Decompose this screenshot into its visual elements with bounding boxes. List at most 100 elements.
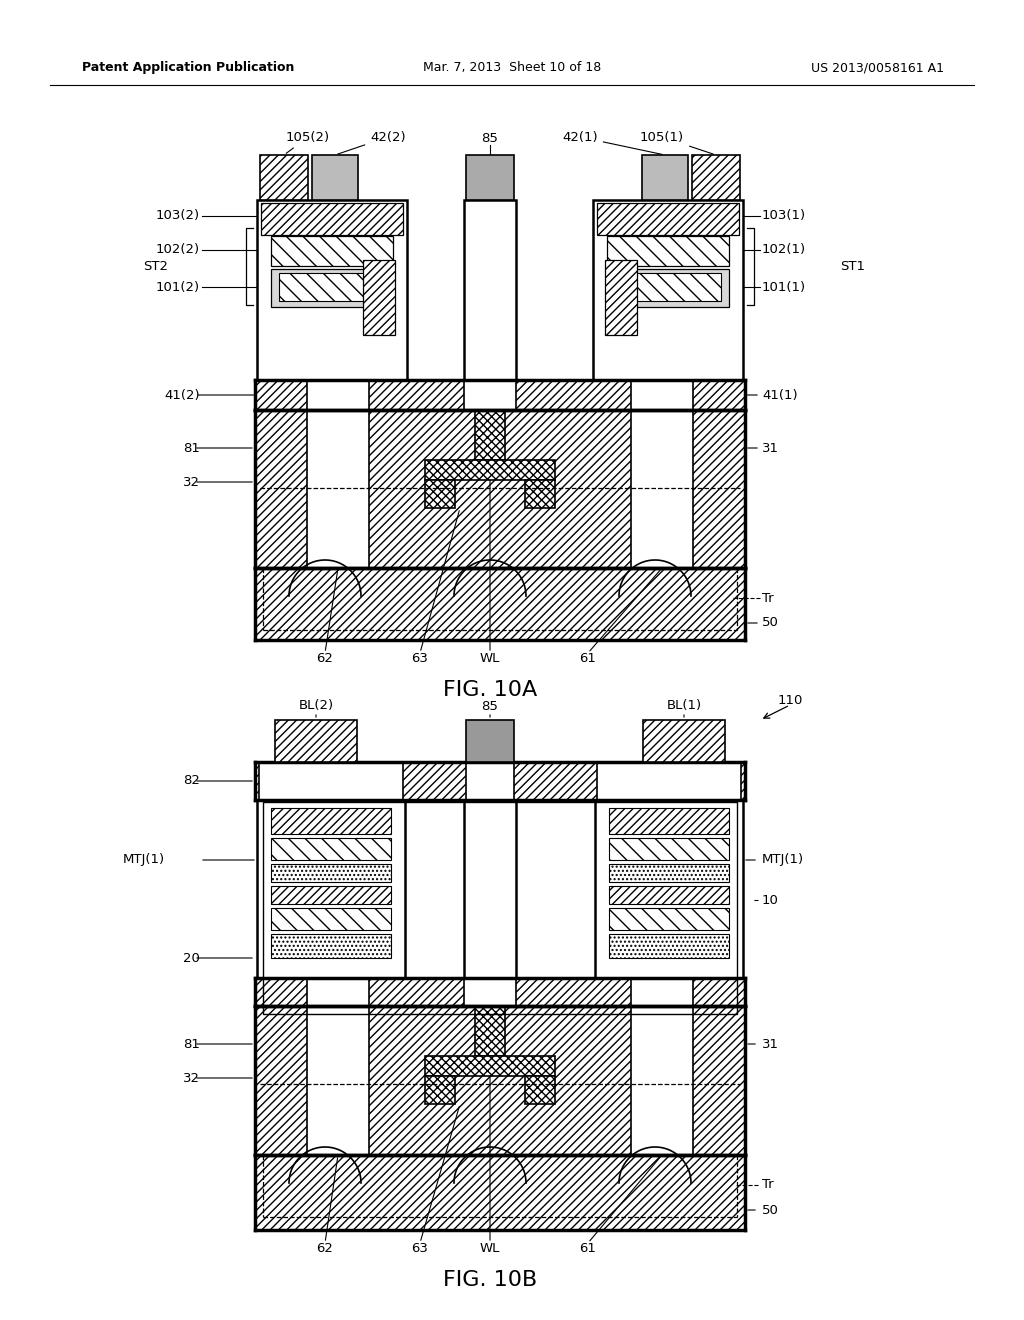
Bar — [475, 1006, 505, 1056]
Bar — [255, 380, 745, 411]
Text: 81: 81 — [183, 441, 200, 454]
Text: 82: 82 — [183, 775, 200, 788]
Bar — [257, 800, 406, 978]
Bar — [425, 1076, 455, 1104]
Text: 62: 62 — [316, 652, 334, 664]
Text: 41(2): 41(2) — [165, 388, 200, 401]
Bar — [255, 1006, 745, 1155]
Text: 61: 61 — [580, 1242, 596, 1254]
Bar — [631, 978, 693, 1006]
Bar — [464, 800, 516, 978]
Text: 41(1): 41(1) — [762, 388, 798, 401]
Bar — [255, 762, 745, 800]
Text: 103(1): 103(1) — [762, 210, 806, 223]
Bar — [525, 480, 555, 508]
Bar — [271, 236, 393, 267]
Text: ST2: ST2 — [143, 260, 168, 272]
Text: MTJ(1): MTJ(1) — [123, 854, 165, 866]
Bar — [307, 1006, 369, 1155]
Bar — [425, 480, 455, 508]
Bar — [260, 154, 308, 201]
Text: 81: 81 — [183, 1038, 200, 1051]
Text: MTJ(1): MTJ(1) — [762, 854, 804, 866]
Bar — [464, 380, 516, 411]
Bar — [425, 459, 555, 480]
Bar — [307, 411, 369, 568]
Text: 31: 31 — [762, 441, 779, 454]
Text: WL: WL — [480, 652, 500, 664]
Bar — [259, 762, 403, 800]
Text: 102(1): 102(1) — [762, 243, 806, 256]
Bar — [271, 886, 391, 904]
Bar — [609, 865, 729, 882]
Text: 50: 50 — [762, 616, 779, 630]
Bar — [525, 1076, 555, 1104]
Bar — [615, 273, 721, 301]
Text: FIG. 10B: FIG. 10B — [442, 1270, 538, 1290]
Text: Mar. 7, 2013  Sheet 10 of 18: Mar. 7, 2013 Sheet 10 of 18 — [423, 62, 601, 74]
Text: ST1: ST1 — [840, 260, 865, 272]
Text: 31: 31 — [762, 1038, 779, 1051]
Bar — [261, 203, 403, 235]
Text: 101(2): 101(2) — [156, 281, 200, 293]
Text: 103(2): 103(2) — [156, 210, 200, 223]
Bar — [642, 154, 688, 201]
Bar — [607, 269, 729, 308]
Text: 110: 110 — [777, 693, 803, 706]
Bar — [595, 800, 743, 978]
Bar — [605, 260, 637, 335]
Bar — [631, 411, 693, 568]
Bar — [307, 978, 369, 1006]
Text: 32: 32 — [183, 475, 200, 488]
Text: 10: 10 — [762, 894, 779, 907]
Text: 105(1): 105(1) — [640, 131, 714, 154]
Text: US 2013/0058161 A1: US 2013/0058161 A1 — [811, 62, 944, 74]
Text: Patent Application Publication: Patent Application Publication — [82, 62, 294, 74]
Bar — [607, 236, 729, 267]
Bar — [255, 411, 745, 568]
Bar — [263, 803, 737, 1014]
Text: 63: 63 — [412, 1242, 428, 1254]
Text: 20: 20 — [183, 952, 200, 965]
Text: BL(1): BL(1) — [667, 700, 701, 713]
Bar — [271, 908, 391, 931]
Bar — [466, 154, 514, 201]
Bar — [255, 978, 745, 1006]
Text: WL: WL — [480, 1242, 500, 1254]
Bar — [464, 201, 516, 380]
Bar — [609, 886, 729, 904]
Text: 62: 62 — [316, 1242, 334, 1254]
Text: 101(1): 101(1) — [762, 281, 806, 293]
Bar — [609, 908, 729, 931]
Text: 42(2): 42(2) — [338, 131, 406, 154]
Bar — [271, 935, 391, 958]
Bar — [692, 154, 740, 201]
Bar — [597, 203, 739, 235]
Text: Tr: Tr — [762, 591, 773, 605]
Bar — [631, 380, 693, 411]
Text: BL(2): BL(2) — [298, 700, 334, 713]
Text: Tr: Tr — [762, 1179, 773, 1192]
Bar — [609, 838, 729, 861]
Text: 63: 63 — [412, 652, 428, 664]
Bar — [275, 719, 357, 762]
Bar — [312, 154, 358, 201]
Bar — [631, 1006, 693, 1155]
Bar — [362, 260, 395, 335]
Text: 50: 50 — [762, 1204, 779, 1217]
Bar — [597, 762, 741, 800]
Text: 61: 61 — [580, 652, 596, 664]
Text: 42(1): 42(1) — [562, 131, 663, 154]
Bar — [279, 273, 385, 301]
Bar — [466, 719, 514, 762]
Bar — [255, 1155, 745, 1230]
Text: 102(2): 102(2) — [156, 243, 200, 256]
Bar — [475, 411, 505, 459]
Text: FIG. 10A: FIG. 10A — [442, 680, 538, 700]
Bar — [271, 838, 391, 861]
Bar — [643, 719, 725, 762]
Text: 85: 85 — [481, 700, 499, 713]
Bar — [307, 380, 369, 411]
Bar — [464, 978, 516, 1006]
Bar — [271, 269, 393, 308]
